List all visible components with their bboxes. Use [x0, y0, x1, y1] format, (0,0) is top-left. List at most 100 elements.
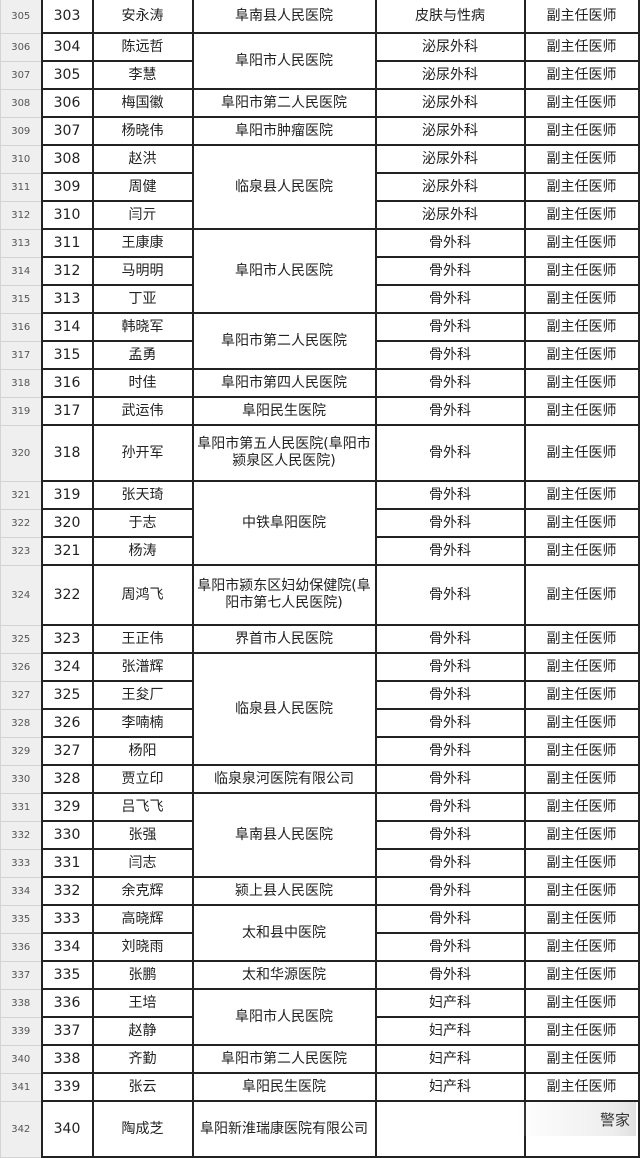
department-cell[interactable]: 骨外科	[374, 368, 526, 398]
title-cell[interactable]: 副主任医师	[523, 708, 640, 738]
department-cell[interactable]: 妇产科	[374, 1016, 526, 1046]
hospital-cell[interactable]: 太和华源医院	[191, 960, 377, 990]
name-cell[interactable]: 李慧	[91, 60, 194, 90]
title-cell[interactable]: 副主任医师	[523, 480, 640, 510]
seq-number-cell[interactable]: 325	[40, 680, 94, 710]
row-header[interactable]: 305	[0, 0, 43, 34]
hospital-cell[interactable]: 中铁阜阳医院	[191, 480, 377, 566]
hospital-cell[interactable]: 阜阳市第二人民医院	[191, 1044, 377, 1074]
department-cell[interactable]: 骨外科	[374, 424, 526, 482]
hospital-cell[interactable]: 阜阳市第五人民医院(阜阳市颍泉区人民医院)	[191, 424, 377, 482]
hospital-cell[interactable]: 阜阳新淮瑞康医院有限公司	[191, 1100, 377, 1158]
seq-number-cell[interactable]: 337	[40, 1016, 94, 1046]
department-cell[interactable]: 泌尿外科	[374, 172, 526, 202]
name-cell[interactable]: 齐勤	[91, 1044, 194, 1074]
seq-number-cell[interactable]: 334	[40, 932, 94, 962]
seq-number-cell[interactable]: 304	[40, 32, 94, 62]
name-cell[interactable]: 孙开军	[91, 424, 194, 482]
title-cell[interactable]: 副主任医师	[523, 396, 640, 426]
row-header[interactable]: 306	[0, 32, 43, 62]
title-cell[interactable]: 副主任医师	[523, 172, 640, 202]
seq-number-cell[interactable]: 323	[40, 624, 94, 654]
row-header[interactable]: 318	[0, 368, 43, 398]
title-cell[interactable]: 副主任医师	[523, 0, 640, 34]
seq-number-cell[interactable]: 339	[40, 1072, 94, 1102]
hospital-cell[interactable]: 阜南县人民医院	[191, 0, 377, 34]
name-cell[interactable]: 吕飞飞	[91, 792, 194, 822]
row-header[interactable]: 307	[0, 60, 43, 90]
department-cell[interactable]: 骨外科	[374, 932, 526, 962]
name-cell[interactable]: 王培	[91, 988, 194, 1018]
seq-number-cell[interactable]: 319	[40, 480, 94, 510]
name-cell[interactable]: 陈远哲	[91, 32, 194, 62]
title-cell[interactable]: 副主任医师	[523, 988, 640, 1018]
name-cell[interactable]: 李喃楠	[91, 708, 194, 738]
department-cell[interactable]: 骨外科	[374, 736, 526, 766]
row-header[interactable]: 326	[0, 652, 43, 682]
name-cell[interactable]: 孟勇	[91, 340, 194, 370]
seq-number-cell[interactable]: 307	[40, 116, 94, 146]
seq-number-cell[interactable]: 317	[40, 396, 94, 426]
row-header[interactable]: 313	[0, 228, 43, 258]
seq-number-cell[interactable]: 331	[40, 848, 94, 878]
department-cell[interactable]: 骨外科	[374, 284, 526, 314]
hospital-cell[interactable]: 颍上县人民医院	[191, 876, 377, 906]
name-cell[interactable]: 王康康	[91, 228, 194, 258]
seq-number-cell[interactable]: 314	[40, 312, 94, 342]
name-cell[interactable]: 于志	[91, 508, 194, 538]
department-cell[interactable]: 骨外科	[374, 340, 526, 370]
department-cell[interactable]: 骨外科	[374, 508, 526, 538]
hospital-cell[interactable]: 阜南县人民医院	[191, 792, 377, 878]
row-header[interactable]: 329	[0, 736, 43, 766]
title-cell[interactable]: 副主任医师	[523, 820, 640, 850]
seq-number-cell[interactable]: 303	[40, 0, 94, 34]
row-header[interactable]: 316	[0, 312, 43, 342]
name-cell[interactable]: 杨晓伟	[91, 116, 194, 146]
title-cell[interactable]: 副主任医师	[523, 340, 640, 370]
department-cell[interactable]: 妇产科	[374, 1044, 526, 1074]
hospital-cell[interactable]: 阜阳民生医院	[191, 396, 377, 426]
name-cell[interactable]: 张云	[91, 1072, 194, 1102]
row-header[interactable]: 322	[0, 508, 43, 538]
title-cell[interactable]: 副主任医师	[523, 1016, 640, 1046]
name-cell[interactable]: 王夋厂	[91, 680, 194, 710]
row-header[interactable]: 315	[0, 284, 43, 314]
title-cell[interactable]: 副主任医师	[523, 764, 640, 794]
title-cell[interactable]: 副主任医师	[523, 848, 640, 878]
row-header[interactable]: 312	[0, 200, 43, 230]
department-cell[interactable]: 骨外科	[374, 652, 526, 682]
seq-number-cell[interactable]: 321	[40, 536, 94, 566]
row-header[interactable]: 339	[0, 1016, 43, 1046]
department-cell[interactable]: 皮肤与性病	[374, 0, 526, 34]
row-header[interactable]: 333	[0, 848, 43, 878]
hospital-cell[interactable]: 临泉泉河医院有限公司	[191, 764, 377, 794]
department-cell[interactable]: 骨外科	[374, 960, 526, 990]
title-cell[interactable]: 副主任医师	[523, 680, 640, 710]
department-cell[interactable]	[374, 1100, 526, 1158]
department-cell[interactable]: 骨外科	[374, 820, 526, 850]
department-cell[interactable]: 骨外科	[374, 904, 526, 934]
title-cell[interactable]: 副主任医师	[523, 876, 640, 906]
hospital-cell[interactable]: 临泉县人民医院	[191, 652, 377, 766]
name-cell[interactable]: 周鸿飞	[91, 564, 194, 626]
seq-number-cell[interactable]: 306	[40, 88, 94, 118]
row-header[interactable]: 325	[0, 624, 43, 654]
title-cell[interactable]: 副主任医师	[523, 60, 640, 90]
title-cell[interactable]: 副主任医师	[523, 312, 640, 342]
title-cell[interactable]: 副主任医师	[523, 1044, 640, 1074]
hospital-cell[interactable]: 界首市人民医院	[191, 624, 377, 654]
row-header[interactable]: 310	[0, 144, 43, 174]
name-cell[interactable]: 张强	[91, 820, 194, 850]
name-cell[interactable]: 闫亓	[91, 200, 194, 230]
title-cell[interactable]: 副主任医师	[523, 144, 640, 174]
seq-number-cell[interactable]: 318	[40, 424, 94, 482]
title-cell[interactable]: 副主任医师	[523, 792, 640, 822]
seq-number-cell[interactable]: 329	[40, 792, 94, 822]
seq-number-cell[interactable]: 305	[40, 60, 94, 90]
title-cell[interactable]: 副主任医师	[523, 228, 640, 258]
row-header[interactable]: 335	[0, 904, 43, 934]
name-cell[interactable]: 梅国徽	[91, 88, 194, 118]
row-header[interactable]: 308	[0, 88, 43, 118]
name-cell[interactable]: 马明明	[91, 256, 194, 286]
department-cell[interactable]: 骨外科	[374, 624, 526, 654]
